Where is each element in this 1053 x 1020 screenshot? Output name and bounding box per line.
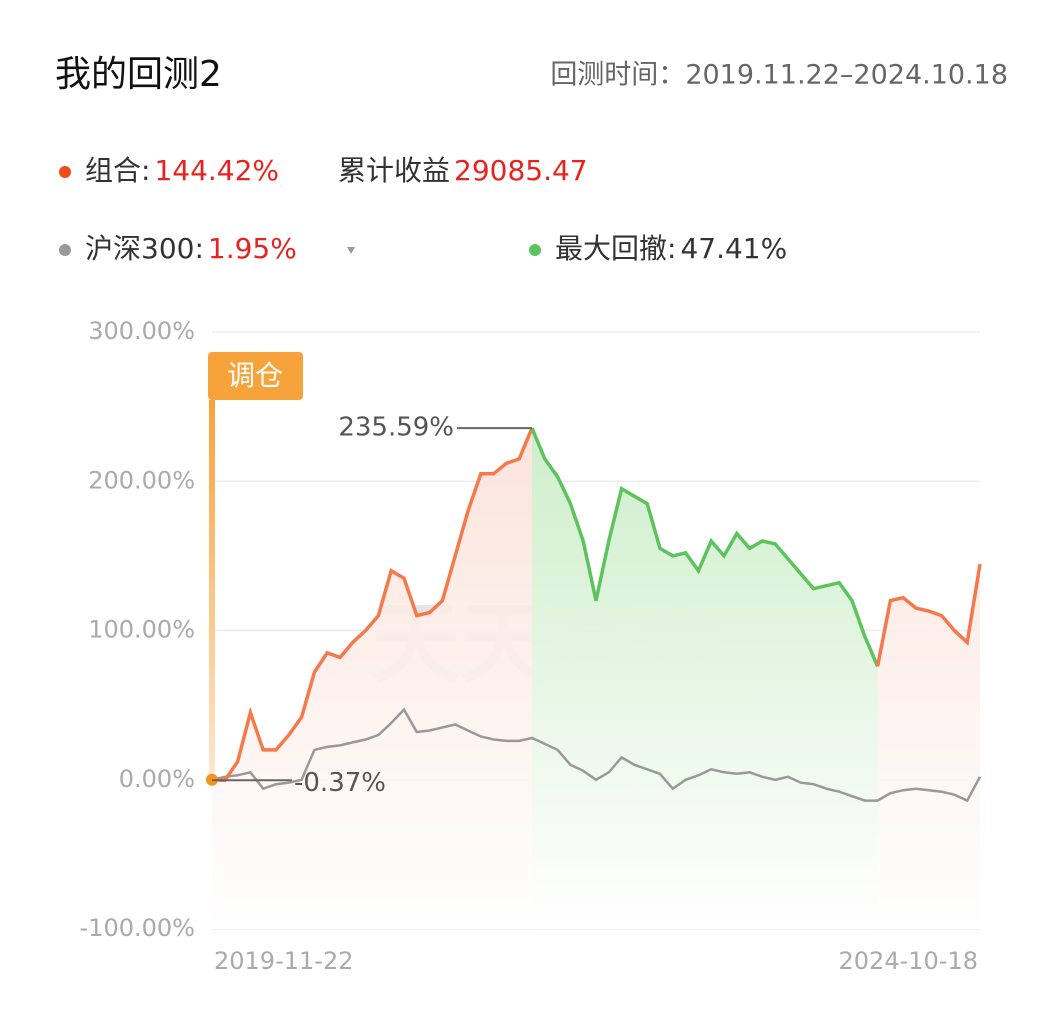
drawdown-line [530, 427, 880, 667]
title: 我的回测2 [55, 54, 222, 95]
max-drawdown-value: 47.41% [680, 232, 787, 265]
drawdown-area [532, 428, 878, 929]
legend-csi300-value: 1.95% [208, 232, 297, 265]
legend-dot [59, 244, 71, 256]
legend-csi300-label: 沪深300: [85, 232, 204, 265]
dropdown-arrow[interactable] [347, 247, 355, 254]
cumulative-profit-label: 累计收益 [338, 154, 450, 187]
portfolio-line [211, 427, 534, 783]
max-label: 235.59% [338, 413, 454, 443]
legend-dot [59, 166, 71, 178]
legend-portfolio-value: 144.42% [154, 154, 279, 187]
x-tick-label: 2024-10-18 [839, 947, 978, 975]
y-tick-label: 100.00% [88, 616, 195, 644]
rebalance-bar [209, 400, 215, 780]
legend-dot [529, 244, 541, 256]
period-label: 回测时间： [550, 60, 685, 91]
csi300-line [211, 707, 982, 803]
legend-portfolio-label: 组合: [85, 154, 150, 187]
y-tick-label: 300.00% [88, 317, 195, 345]
cumulative-profit-value: 29085.47 [454, 154, 588, 187]
y-tick-label: -100.00% [80, 914, 195, 942]
rebalance-label: 调仓 [227, 359, 283, 392]
x-tick-label: 2019-11-22 [214, 947, 353, 975]
min-label: -0.37% [294, 768, 386, 798]
period: 2019.11.22–2024.10.18 [685, 60, 1008, 91]
y-tick-label: 0.00% [119, 765, 195, 793]
y-tick-label: 200.00% [88, 466, 195, 494]
max-drawdown-label: 最大回撤: [555, 232, 676, 265]
portfolio-line [875, 563, 982, 667]
rebalance-badge [208, 352, 303, 400]
